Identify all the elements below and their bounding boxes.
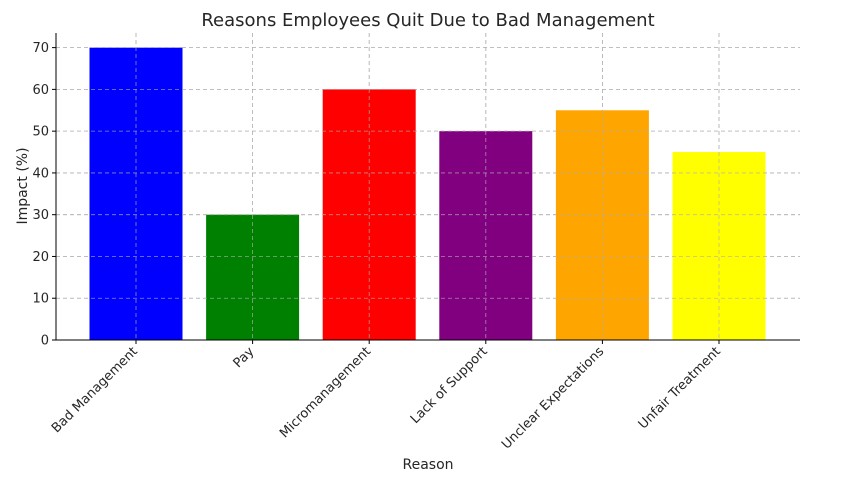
y-tick-label: 20 <box>32 250 49 265</box>
chart-title: Reasons Employees Quit Due to Bad Manage… <box>201 10 654 31</box>
bars-layer <box>56 33 800 340</box>
x-tick-label: Lack of Support <box>408 344 491 427</box>
y-tick-label: 10 <box>32 292 49 307</box>
bar-pay <box>206 214 300 340</box>
y-ticks: 0 10 20 30 40 50 60 70 <box>32 41 56 349</box>
grid-overlay <box>56 33 800 340</box>
axes-layer <box>55 33 800 341</box>
x-tick-label: Unfair Treatment <box>636 344 724 432</box>
y-tick-label: 0 <box>41 334 49 349</box>
y-tick-label: 60 <box>32 83 49 98</box>
y-tick-label: 40 <box>32 166 49 181</box>
bar-lack-of-support <box>439 131 533 340</box>
x-axis-label: Reason <box>402 457 453 473</box>
y-tick-label: 70 <box>32 41 49 56</box>
y-axis-label: Impact (%) <box>15 147 31 224</box>
x-ticks: Bad Management Pay Micromanagement Lack of … <box>49 340 724 452</box>
y-tick-label: 50 <box>32 125 49 140</box>
x-tick-label: Pay <box>231 344 258 371</box>
x-tick-label: Bad Management <box>49 344 141 436</box>
x-tick-label: Unclear Expectations <box>499 344 607 452</box>
y-tick-label: 30 <box>32 208 49 223</box>
x-tick-label: Micromanagement <box>277 344 374 441</box>
